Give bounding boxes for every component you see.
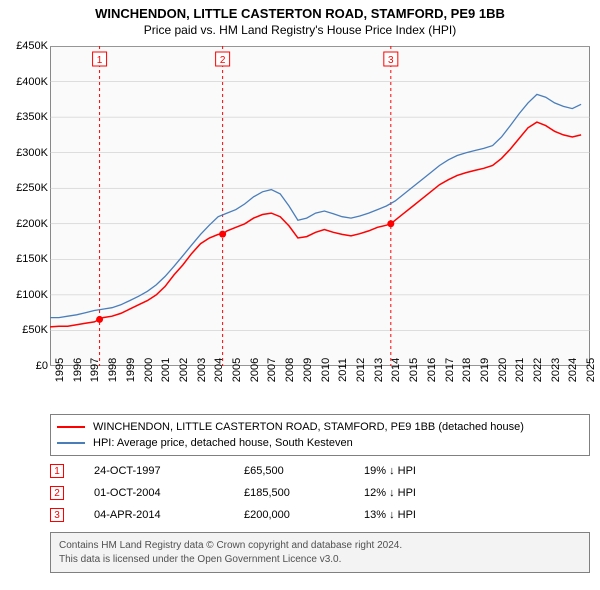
x-tick-label: 2002	[178, 358, 190, 382]
x-tick-label: 2021	[514, 358, 526, 382]
transaction-diff: 19% ↓ HPI	[364, 465, 484, 477]
x-tick-label: 2025	[585, 358, 597, 382]
x-tick-label: 2017	[444, 358, 456, 382]
chart-title: WINCHENDON, LITTLE CASTERTON ROAD, STAMF…	[0, 0, 600, 21]
transaction-row: 1 24-OCT-1997£65,50019% ↓ HPI	[50, 460, 590, 482]
chart-area: 1 2 3	[50, 46, 590, 366]
transaction-date: 24-OCT-1997	[94, 465, 244, 477]
y-tick-label: £250K	[16, 182, 48, 194]
chart-container: WINCHENDON, LITTLE CASTERTON ROAD, STAMF…	[0, 0, 600, 590]
transaction-marker: 2	[50, 486, 64, 500]
y-tick-label: £400K	[16, 76, 48, 88]
y-tick-label: £150K	[16, 253, 48, 265]
legend-label: HPI: Average price, detached house, Sout…	[93, 437, 353, 449]
x-tick-label: 2018	[461, 358, 473, 382]
y-tick-label: £100K	[16, 289, 48, 301]
x-tick-label: 2006	[249, 358, 261, 382]
transaction-price: £185,500	[244, 487, 364, 499]
y-tick-label: £450K	[16, 40, 48, 52]
x-tick-label: 1998	[107, 358, 119, 382]
x-tick-label: 2004	[213, 358, 225, 382]
x-tick-label: 1999	[125, 358, 137, 382]
x-tick-label: 2011	[337, 358, 349, 382]
y-tick-label: £0	[36, 360, 48, 372]
x-tick-label: 2001	[160, 358, 172, 382]
x-tick-label: 2008	[284, 358, 296, 382]
x-tick-label: 2003	[196, 358, 208, 382]
x-tick-label: 2015	[408, 358, 420, 382]
transaction-price: £200,000	[244, 509, 364, 521]
legend-item: HPI: Average price, detached house, Sout…	[57, 435, 583, 451]
x-tick-label: 2012	[355, 358, 367, 382]
x-tick-label: 1995	[54, 358, 66, 382]
svg-text:3: 3	[388, 55, 394, 66]
x-tick-label: 2020	[497, 358, 509, 382]
legend: WINCHENDON, LITTLE CASTERTON ROAD, STAMF…	[50, 414, 590, 456]
x-tick-label: 2009	[302, 358, 314, 382]
transaction-price: £65,500	[244, 465, 364, 477]
x-tick-label: 2014	[390, 358, 402, 382]
x-tick-label: 2000	[143, 358, 155, 382]
x-tick-label: 2024	[567, 358, 579, 382]
x-tick-label: 2007	[266, 358, 278, 382]
footer-attribution: Contains HM Land Registry data © Crown c…	[50, 532, 590, 573]
transaction-date: 01-OCT-2004	[94, 487, 244, 499]
x-tick-label: 2013	[373, 358, 385, 382]
chart-svg: 1 2 3	[50, 46, 590, 366]
transactions-table: 1 24-OCT-1997£65,50019% ↓ HPI 2 01-OCT-2004…	[50, 460, 590, 526]
x-tick-label: 1997	[89, 358, 101, 382]
legend-item: WINCHENDON, LITTLE CASTERTON ROAD, STAMF…	[57, 419, 583, 435]
transaction-date: 04-APR-2014	[94, 509, 244, 521]
y-tick-label: £300K	[16, 147, 48, 159]
x-tick-label: 2022	[532, 358, 544, 382]
x-tick-label: 2005	[231, 358, 243, 382]
legend-swatch	[57, 442, 85, 444]
x-tick-label: 2010	[320, 358, 332, 382]
footer-line-1: Contains HM Land Registry data © Crown c…	[59, 539, 581, 553]
legend-label: WINCHENDON, LITTLE CASTERTON ROAD, STAMF…	[93, 421, 524, 433]
transaction-row: 3 04-APR-2014£200,00013% ↓ HPI	[50, 504, 590, 526]
footer-line-2: This data is licensed under the Open Gov…	[59, 553, 581, 567]
transaction-diff: 12% ↓ HPI	[364, 487, 484, 499]
svg-text:2: 2	[220, 55, 226, 66]
y-tick-label: £200K	[16, 218, 48, 230]
x-tick-label: 1996	[72, 358, 84, 382]
svg-text:1: 1	[97, 55, 103, 66]
x-tick-label: 2016	[426, 358, 438, 382]
transaction-marker: 1	[50, 464, 64, 478]
transaction-marker: 3	[50, 508, 64, 522]
x-tick-label: 2023	[550, 358, 562, 382]
y-tick-label: £350K	[16, 111, 48, 123]
transaction-row: 2 01-OCT-2004£185,50012% ↓ HPI	[50, 482, 590, 504]
legend-swatch	[57, 426, 85, 428]
chart-subtitle: Price paid vs. HM Land Registry's House …	[0, 21, 600, 37]
transaction-diff: 13% ↓ HPI	[364, 509, 484, 521]
x-tick-label: 2019	[479, 358, 491, 382]
y-tick-label: £50K	[22, 324, 48, 336]
